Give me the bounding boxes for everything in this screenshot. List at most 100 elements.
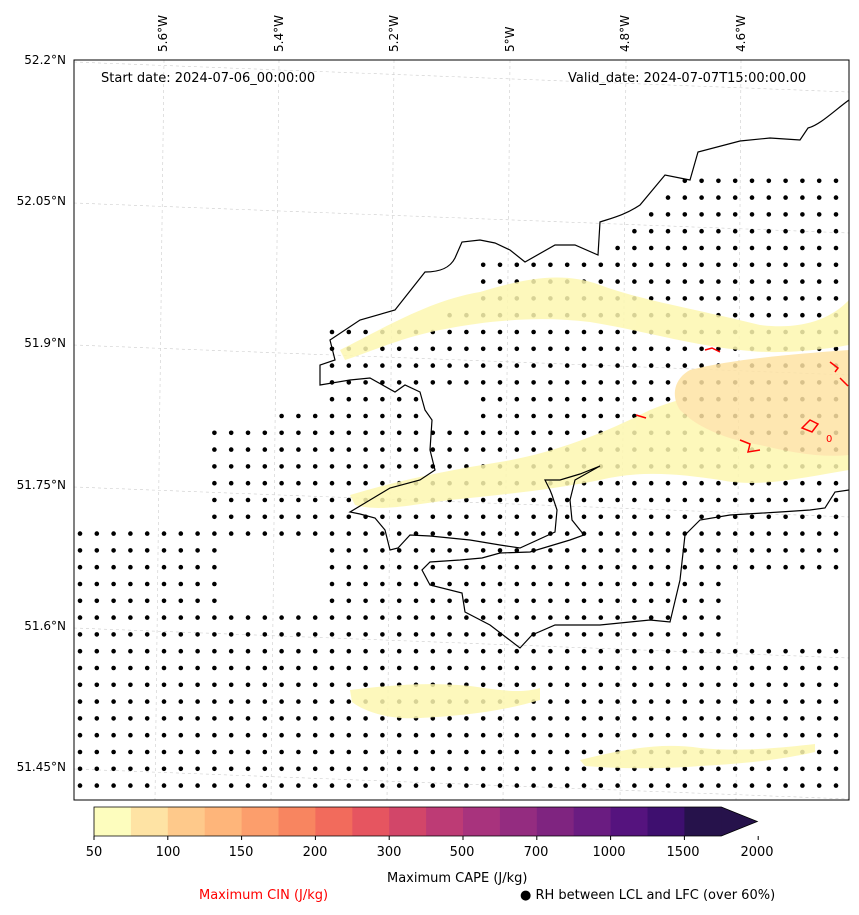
rh-dot <box>329 699 335 704</box>
rh-dot <box>279 766 284 772</box>
rh-dot <box>111 548 116 553</box>
rh-dot <box>766 665 772 671</box>
rh-dot <box>598 766 604 772</box>
rh-dot <box>497 665 503 671</box>
rh-dot <box>531 363 536 368</box>
rh-dot <box>581 363 587 368</box>
rh-dot <box>699 665 704 671</box>
rh-dot <box>363 615 368 620</box>
rh-dot <box>245 447 251 452</box>
rh-dot <box>749 514 755 520</box>
rh-dot <box>749 699 755 704</box>
rh-dot <box>514 413 520 419</box>
rh-dot <box>816 262 822 268</box>
rh-dot <box>480 262 486 268</box>
rh-dot <box>413 548 419 553</box>
rh-dot <box>615 413 620 419</box>
rh-dot <box>716 648 721 654</box>
rh-dot <box>228 514 234 520</box>
rh-dot <box>716 262 721 268</box>
rh-dot <box>800 228 805 234</box>
rh-dot <box>615 329 620 335</box>
rh-dot <box>632 329 637 335</box>
rh-dot <box>77 716 83 721</box>
rh-dot <box>632 581 637 587</box>
rh-dot <box>413 648 419 654</box>
rh-dot <box>480 531 486 536</box>
rh-dot <box>296 480 301 486</box>
rh-dot <box>497 396 503 402</box>
rh-dot <box>262 531 268 536</box>
rh-dot <box>430 363 436 368</box>
rh-dot <box>380 363 385 368</box>
rh-dot <box>312 615 318 620</box>
rh-dot <box>800 245 805 251</box>
rh-dot <box>497 497 503 503</box>
cin-contour-label: 0 <box>826 434 832 445</box>
rh-dot <box>732 312 738 318</box>
rh-dot <box>329 665 335 671</box>
rh-dot <box>665 548 671 553</box>
rh-dot <box>581 531 587 536</box>
rh-dot <box>833 212 839 217</box>
rh-dot <box>228 665 234 671</box>
rh-dot <box>648 783 654 788</box>
rh-dot <box>447 363 452 368</box>
rh-dot <box>564 732 570 738</box>
rh-dot <box>648 564 654 570</box>
rh-dot <box>699 497 704 503</box>
rh-dot <box>783 514 788 520</box>
rh-dot <box>732 262 738 268</box>
rh-dot <box>632 598 637 604</box>
rh-dot <box>480 783 486 788</box>
rh-dot <box>346 430 352 436</box>
rh-dot <box>161 615 167 620</box>
rh-dot <box>413 363 419 368</box>
rh-dot <box>531 514 536 520</box>
rh-dot <box>111 716 116 721</box>
rh-dot <box>514 531 520 536</box>
rh-dot <box>732 766 738 772</box>
rh-dot <box>245 682 251 688</box>
rh-dot <box>564 514 570 520</box>
rh-dot <box>816 665 822 671</box>
rh-dot <box>178 531 184 536</box>
rh-dot <box>632 480 637 486</box>
rh-dot <box>564 497 570 503</box>
rh-dot <box>816 279 822 284</box>
rh-dot <box>161 783 167 788</box>
rh-dot <box>833 531 839 536</box>
rh-dot <box>430 615 436 620</box>
rh-dot <box>464 716 469 721</box>
rh-dot <box>497 766 503 772</box>
rh-dot <box>632 514 637 520</box>
rh-dot <box>598 413 604 419</box>
rh-dot <box>497 581 503 587</box>
rh-dot <box>430 531 436 536</box>
rh-dot <box>430 447 436 452</box>
rh-dot <box>783 296 788 301</box>
rh-dot <box>480 632 486 637</box>
rh-dot <box>648 363 654 368</box>
rh-dot <box>598 363 604 368</box>
rh-dot <box>380 396 385 402</box>
rh-dot <box>615 548 620 553</box>
rh-dot <box>648 296 654 301</box>
rh-dot <box>800 279 805 284</box>
rh-dot <box>531 766 536 772</box>
rh-dot <box>480 413 486 419</box>
rh-dot <box>346 749 352 755</box>
rh-dot <box>514 648 520 654</box>
rh-dot <box>128 531 133 536</box>
rh-dot <box>716 480 721 486</box>
rh-dot <box>430 564 436 570</box>
rh-dot <box>783 716 788 721</box>
rh-dot <box>161 648 167 654</box>
rh-dot <box>598 564 604 570</box>
rh-dot <box>396 413 402 419</box>
rh-dot <box>716 245 721 251</box>
rh-dot <box>816 245 822 251</box>
rh-dot <box>716 766 721 772</box>
rh-dot <box>312 699 318 704</box>
rh-dot <box>732 699 738 704</box>
